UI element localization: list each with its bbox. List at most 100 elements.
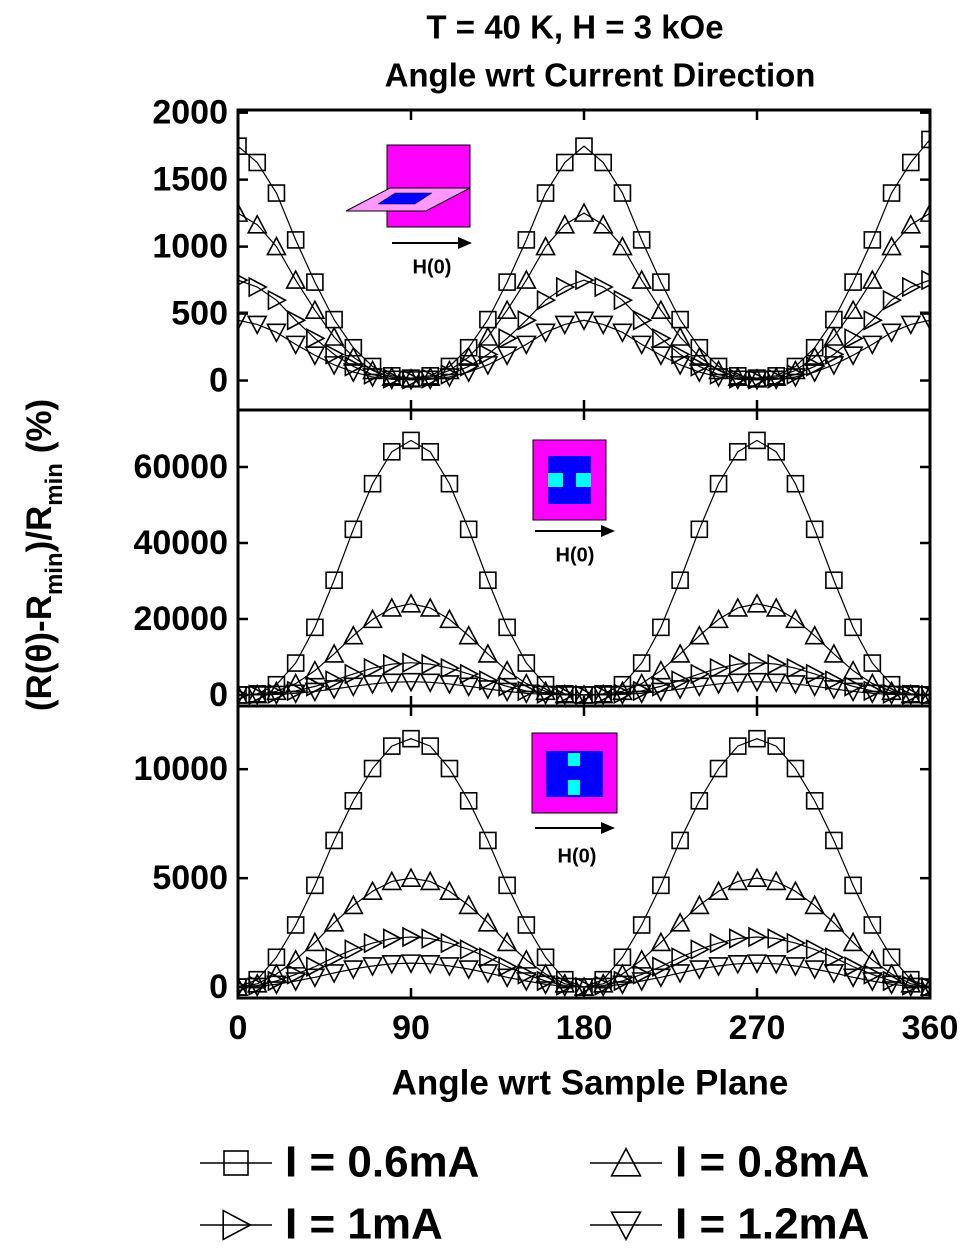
legend-marker (610, 1211, 642, 1242)
data-point (805, 939, 826, 960)
y-tick-label: 0 (209, 968, 228, 1006)
data-point (419, 370, 441, 391)
data-point (402, 431, 420, 450)
data-point (304, 299, 326, 320)
data-point (882, 184, 901, 202)
inset-sample (377, 192, 433, 205)
data-point (844, 618, 862, 637)
data-point (612, 235, 633, 256)
data-point (727, 370, 749, 391)
data-point (631, 949, 652, 969)
data-point (804, 346, 825, 366)
data-point (652, 273, 670, 291)
data-point (400, 368, 422, 388)
fit-line (238, 279, 930, 381)
data-point (325, 947, 345, 968)
data-point (267, 289, 288, 311)
data-point (402, 926, 422, 948)
data-point (746, 672, 768, 693)
fit-line (238, 319, 930, 381)
plot-frame (236, 704, 932, 1000)
data-point (823, 326, 845, 346)
data-point (382, 442, 401, 461)
data-point (459, 338, 478, 357)
data-point (479, 947, 499, 968)
data-point (304, 659, 326, 680)
data-point (479, 571, 497, 590)
data-point (459, 939, 480, 960)
data-point (382, 737, 401, 755)
data-point (573, 686, 595, 706)
data-point (419, 597, 441, 617)
data-point (421, 928, 441, 949)
inset-label: H(0) (556, 544, 595, 566)
data-point (921, 130, 930, 149)
data-point (421, 653, 441, 675)
data-point (400, 867, 422, 887)
data-point (594, 975, 614, 996)
data-point (343, 960, 364, 980)
data-point (362, 675, 383, 695)
data-point (554, 315, 576, 336)
data-point (439, 957, 460, 977)
data-point (690, 939, 711, 960)
data-point (709, 932, 730, 954)
data-point (286, 916, 305, 934)
data-point (748, 729, 766, 748)
arrow-head (601, 822, 615, 834)
data-point (246, 315, 268, 336)
y-tick-label: 20000 (133, 600, 228, 638)
data-point (573, 311, 595, 331)
data-point (671, 947, 691, 968)
inset-sample (563, 766, 585, 780)
data-point (535, 975, 556, 995)
data-point (246, 214, 268, 234)
data-point (381, 673, 403, 693)
data-point (248, 153, 267, 172)
data-point (652, 956, 672, 977)
data-point (517, 916, 536, 934)
data-point (458, 677, 479, 698)
data-point (863, 231, 882, 249)
data-point (325, 571, 343, 590)
y-tick-label: 1500 (152, 161, 228, 199)
legend-label: I = 0.8mA (675, 1138, 869, 1187)
data-point (652, 328, 672, 349)
data-point (727, 597, 749, 617)
data-point (689, 894, 710, 915)
data-point (881, 235, 902, 256)
data-point (400, 371, 422, 391)
data-point (479, 344, 499, 365)
data-point (669, 326, 691, 346)
inset-label: H(0) (558, 845, 597, 867)
legend-marker (223, 1150, 249, 1176)
data-point (765, 954, 787, 975)
data-point (421, 737, 440, 755)
data-point (919, 202, 930, 222)
data-point (343, 363, 364, 383)
data-point (804, 363, 825, 383)
data-point (650, 931, 672, 952)
data-point (306, 273, 324, 291)
inset-diagram: H(0) (531, 732, 618, 867)
data-point (842, 931, 864, 952)
data-point (592, 315, 614, 336)
data-point (709, 657, 730, 679)
legend-marker (610, 1146, 642, 1177)
data-point (689, 363, 710, 383)
data-point (804, 894, 825, 915)
data-point (613, 184, 632, 202)
data-point (575, 137, 593, 155)
data-point (555, 153, 574, 172)
data-point (246, 686, 268, 706)
data-point (823, 680, 845, 700)
data-point (458, 960, 479, 980)
data-point (362, 880, 383, 901)
data-point (286, 231, 305, 249)
data-point (323, 680, 345, 700)
data-point (785, 608, 806, 629)
data-point (613, 289, 634, 311)
data-point (650, 299, 672, 320)
data-point (804, 624, 825, 645)
